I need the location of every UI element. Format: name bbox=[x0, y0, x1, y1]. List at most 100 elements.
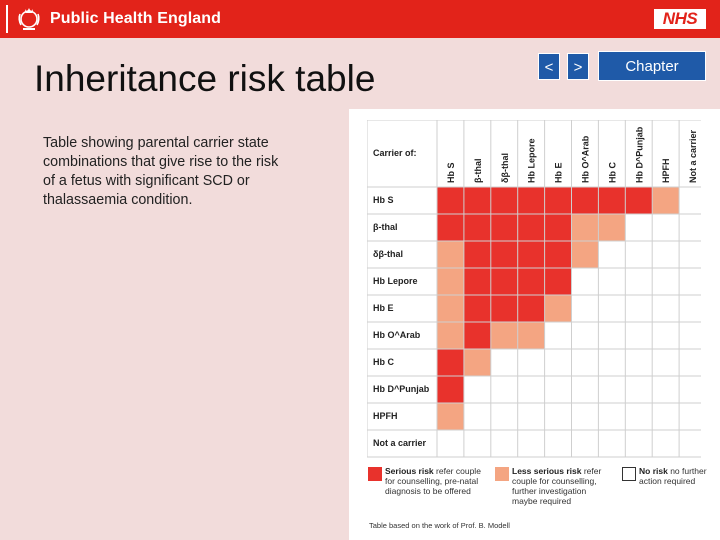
risk-cell bbox=[679, 241, 701, 268]
risk-cell bbox=[463, 349, 491, 376]
risk-cell bbox=[652, 376, 680, 403]
logo-divider bbox=[6, 5, 8, 33]
risk-cell bbox=[598, 214, 626, 241]
risk-cell bbox=[679, 349, 701, 376]
risk-cell bbox=[625, 187, 653, 214]
risk-cell bbox=[625, 349, 653, 376]
risk-cell bbox=[571, 241, 599, 268]
risk-cell bbox=[517, 403, 545, 430]
risk-cell bbox=[544, 295, 572, 322]
risk-cell bbox=[652, 430, 680, 457]
risk-cell bbox=[463, 295, 491, 322]
risk-cell bbox=[571, 376, 599, 403]
royal-crest-icon bbox=[18, 8, 40, 30]
carrier-of-label: Carrier of: bbox=[373, 148, 417, 158]
phe-logo: Public Health England bbox=[6, 4, 221, 34]
column-header: β-thal bbox=[473, 159, 483, 184]
risk-cell bbox=[652, 268, 680, 295]
risk-cell bbox=[517, 322, 545, 349]
risk-cell bbox=[463, 268, 491, 295]
risk-cell bbox=[437, 376, 464, 403]
risk-cell bbox=[598, 322, 626, 349]
risk-cell bbox=[571, 268, 599, 295]
risk-cell bbox=[652, 349, 680, 376]
column-header: Hb E bbox=[554, 162, 564, 183]
risk-cell bbox=[571, 403, 599, 430]
org-name: Public Health England bbox=[50, 10, 222, 27]
risk-cell bbox=[598, 241, 626, 268]
risk-cell bbox=[437, 349, 464, 376]
risk-cell bbox=[490, 322, 518, 349]
chapter-button[interactable]: Chapter bbox=[598, 51, 706, 81]
risk-cell bbox=[571, 349, 599, 376]
risk-cell bbox=[571, 430, 599, 457]
risk-cell bbox=[490, 349, 518, 376]
column-header: Hb D^Punjab bbox=[634, 126, 644, 183]
risk-table: Hb S β-thal δβ-thal Hb Lepore Hb E Hb O^Arab H… bbox=[367, 120, 701, 458]
column-header: Hb Lepore bbox=[527, 138, 537, 183]
risk-cell bbox=[625, 214, 653, 241]
risk-cell bbox=[544, 430, 572, 457]
risk-cell bbox=[490, 403, 518, 430]
risk-cell bbox=[517, 214, 545, 241]
risk-cell bbox=[625, 376, 653, 403]
risk-cell bbox=[598, 430, 626, 457]
less-serious-risk-legend: Less serious risk refer couple for couns… bbox=[512, 466, 602, 506]
risk-cell bbox=[679, 430, 701, 457]
risk-cell bbox=[679, 403, 701, 430]
risk-cell bbox=[598, 295, 626, 322]
risk-cell bbox=[490, 214, 518, 241]
table-footnote: Table based on the work of Prof. B. Mode… bbox=[369, 521, 510, 530]
risk-cell bbox=[598, 376, 626, 403]
risk-cell bbox=[437, 241, 464, 268]
risk-cell bbox=[463, 430, 491, 457]
risk-cell bbox=[463, 376, 491, 403]
risk-cell bbox=[437, 430, 464, 457]
risk-cell bbox=[544, 349, 572, 376]
risk-cell bbox=[571, 295, 599, 322]
risk-cell bbox=[652, 187, 680, 214]
risk-cell bbox=[517, 430, 545, 457]
risk-cell bbox=[463, 403, 491, 430]
risk-cell bbox=[544, 376, 572, 403]
row-label: Not a carrier bbox=[373, 438, 427, 448]
row-label: Hb D^Punjab bbox=[373, 384, 430, 394]
risk-cell bbox=[679, 295, 701, 322]
risk-cell bbox=[490, 430, 518, 457]
risk-cell bbox=[625, 430, 653, 457]
risk-cell bbox=[437, 214, 464, 241]
risk-cell bbox=[490, 376, 518, 403]
risk-cell bbox=[679, 376, 701, 403]
risk-cell bbox=[652, 322, 680, 349]
risk-cell bbox=[437, 268, 464, 295]
risk-cell bbox=[517, 241, 545, 268]
column-header: Hb S bbox=[446, 162, 456, 183]
risk-cell bbox=[490, 187, 518, 214]
risk-cell bbox=[652, 214, 680, 241]
no-risk-swatch bbox=[622, 467, 636, 481]
serious-risk-legend: Serious risk refer couple for counsellin… bbox=[385, 466, 481, 496]
row-label: Hb C bbox=[373, 357, 394, 367]
risk-cell bbox=[598, 403, 626, 430]
risk-cell bbox=[437, 403, 464, 430]
risk-cell bbox=[679, 214, 701, 241]
risk-cell bbox=[490, 241, 518, 268]
risk-cell bbox=[544, 268, 572, 295]
risk-cell bbox=[437, 322, 464, 349]
risk-cell bbox=[463, 187, 491, 214]
risk-cell bbox=[463, 241, 491, 268]
risk-cell bbox=[679, 268, 701, 295]
risk-cell bbox=[625, 268, 653, 295]
row-label: β-thal bbox=[373, 222, 398, 232]
next-button[interactable]: > bbox=[567, 53, 589, 80]
row-label: Hb O^Arab bbox=[373, 330, 421, 340]
prev-button[interactable]: < bbox=[538, 53, 560, 80]
header-bar bbox=[0, 0, 720, 38]
serious-risk-swatch bbox=[368, 467, 382, 481]
risk-cell bbox=[463, 214, 491, 241]
risk-cell bbox=[571, 214, 599, 241]
row-label: HPFH bbox=[373, 411, 398, 421]
less-serious-risk-swatch bbox=[495, 467, 509, 481]
risk-cell bbox=[652, 403, 680, 430]
row-label: δβ-thal bbox=[373, 249, 403, 259]
